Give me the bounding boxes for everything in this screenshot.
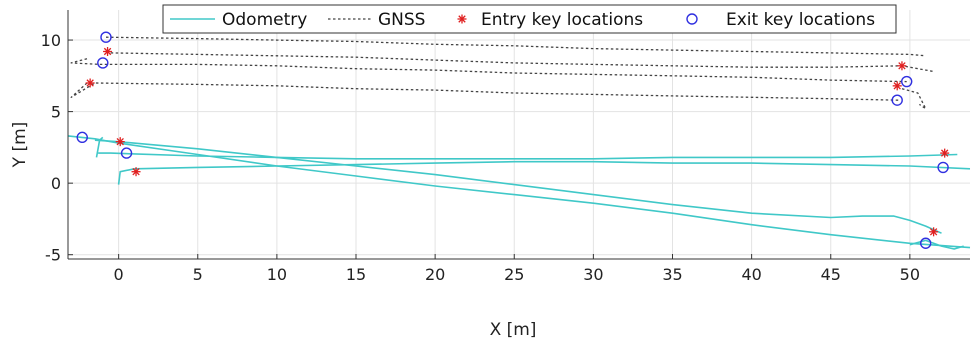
x-tick-label: 40 xyxy=(741,265,761,284)
exit-key-locations-marker xyxy=(120,147,133,159)
x-tick-label: 45 xyxy=(821,265,841,284)
x-tick-label: 30 xyxy=(583,265,603,284)
entry-key-locations-marker xyxy=(131,167,141,177)
gnss-path xyxy=(901,88,927,110)
entry-key-locations-marker xyxy=(940,148,950,158)
legend: Odometry GNSS Entry key locations Exit key … xyxy=(162,4,897,34)
legend-label-entry-key-locations: Entry key locations xyxy=(481,10,643,30)
entry-key-locations-marker xyxy=(929,227,939,237)
odometry-path xyxy=(98,152,958,160)
x-tick-label: 10 xyxy=(267,265,287,284)
odometry-path xyxy=(117,160,971,185)
entry-key-locations-marker xyxy=(892,81,902,91)
gnss-path xyxy=(110,52,934,73)
y-tick-label: 0 xyxy=(51,174,61,193)
series-layer xyxy=(67,31,971,250)
exit-key-locations-marker xyxy=(97,57,109,69)
x-axis-label: X [m] xyxy=(490,320,537,340)
axes-layer: 0 5 10 15 20 25 30 35 40 45 50 -5 0 5 10 X [m] Y [m] xyxy=(10,10,970,340)
legend-item-exit-key-locations: Exit key locations xyxy=(686,10,875,30)
legend-item-odometry: Odometry xyxy=(170,10,307,30)
gnss-path xyxy=(70,82,899,101)
exit-key-locations-marker xyxy=(901,75,913,88)
exit-key-locations-marker xyxy=(919,237,932,249)
exit-key-locations-marker xyxy=(891,94,903,106)
odometry-path xyxy=(95,136,104,158)
legend-item-entry-key-locations: Entry key locations xyxy=(457,10,643,30)
exit-key-locations-marker xyxy=(76,131,88,144)
x-tick-label: 25 xyxy=(504,265,524,284)
odometry-path xyxy=(94,139,942,234)
legend-label-exit-key-locations: Exit key locations xyxy=(726,10,875,30)
legend-swatch-entry-key-locations xyxy=(457,14,467,24)
grid-layer xyxy=(68,10,970,259)
x-tick-label: 5 xyxy=(193,265,203,284)
x-tick-label: 20 xyxy=(425,265,445,284)
entry-key-locations-marker xyxy=(897,61,907,71)
legend-swatch-exit-key-locations xyxy=(686,13,698,25)
x-tick-label: 50 xyxy=(900,265,920,284)
y-tick-label: -5 xyxy=(45,246,61,265)
gnss-path xyxy=(70,58,907,83)
x-tick-label: 35 xyxy=(662,265,682,284)
y-axis-label: Y [m] xyxy=(10,122,30,169)
legend-item-gnss: GNSS xyxy=(328,10,425,30)
y-tick-label: 10 xyxy=(41,31,61,50)
entry-key-locations-marker xyxy=(115,137,125,147)
exit-key-locations-marker xyxy=(100,31,112,43)
x-tick-label: 15 xyxy=(346,265,366,284)
odometry-path xyxy=(909,239,964,250)
x-tick-label: 0 xyxy=(114,265,124,284)
exit-key-locations-marker xyxy=(937,161,949,174)
entry-key-locations-marker xyxy=(103,47,113,56)
odometry-path xyxy=(67,135,971,249)
legend-box xyxy=(162,4,897,34)
legend-label-gnss: GNSS xyxy=(378,10,425,30)
y-tick-label: 5 xyxy=(51,103,61,122)
entry-key-locations-marker xyxy=(85,78,95,88)
legend-label-odometry: Odometry xyxy=(222,10,307,30)
